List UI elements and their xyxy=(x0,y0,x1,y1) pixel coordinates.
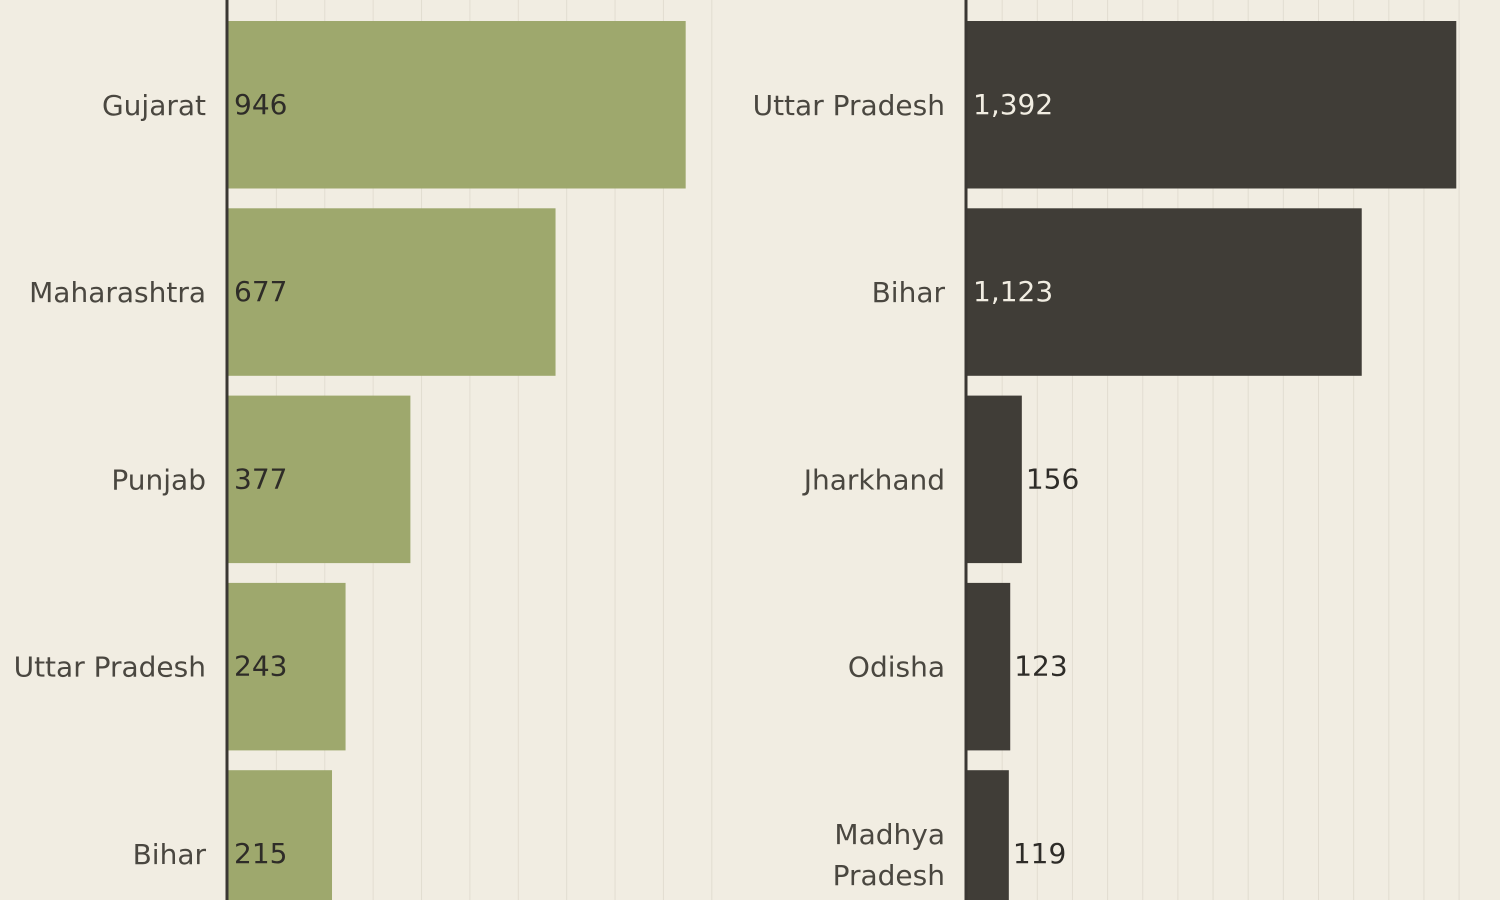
left-bar xyxy=(228,582,346,751)
left-category-label: Bihar xyxy=(133,838,207,871)
left-value-label: 377 xyxy=(234,462,287,495)
left-category-label: Punjab xyxy=(111,463,206,496)
left-bar xyxy=(228,21,686,189)
right-bar xyxy=(967,395,1022,564)
right-bar xyxy=(967,21,1457,189)
right-value-label: 1,123 xyxy=(973,275,1053,308)
right-category-label: Madhya Pradesh xyxy=(833,818,945,892)
right-value-label: 119 xyxy=(1013,837,1066,870)
left-bar xyxy=(228,770,333,900)
left-category-label: Maharashtra xyxy=(29,276,206,309)
left-value-label: 677 xyxy=(234,275,287,308)
left-bar xyxy=(228,208,556,376)
right-value-label: 156 xyxy=(1026,462,1079,495)
right-value-label: 1,392 xyxy=(973,88,1053,121)
left-category-label: Gujarat xyxy=(102,89,206,122)
left-value-label: 215 xyxy=(234,837,287,870)
right-bar xyxy=(967,582,1011,751)
left-value-label: 243 xyxy=(234,650,287,683)
right-bar xyxy=(967,208,1362,376)
right-category-label: Odisha xyxy=(848,651,945,684)
right-category-label: Jharkhand xyxy=(802,463,945,496)
right-category-label: Uttar Pradesh xyxy=(753,89,945,122)
right-category-label: Bihar xyxy=(872,276,946,309)
right-value-label: 123 xyxy=(1014,650,1067,683)
left-category-label: Uttar Pradesh xyxy=(14,651,206,684)
right-bar xyxy=(967,770,1009,900)
left-value-label: 946 xyxy=(234,88,287,121)
left-bar xyxy=(228,395,411,564)
